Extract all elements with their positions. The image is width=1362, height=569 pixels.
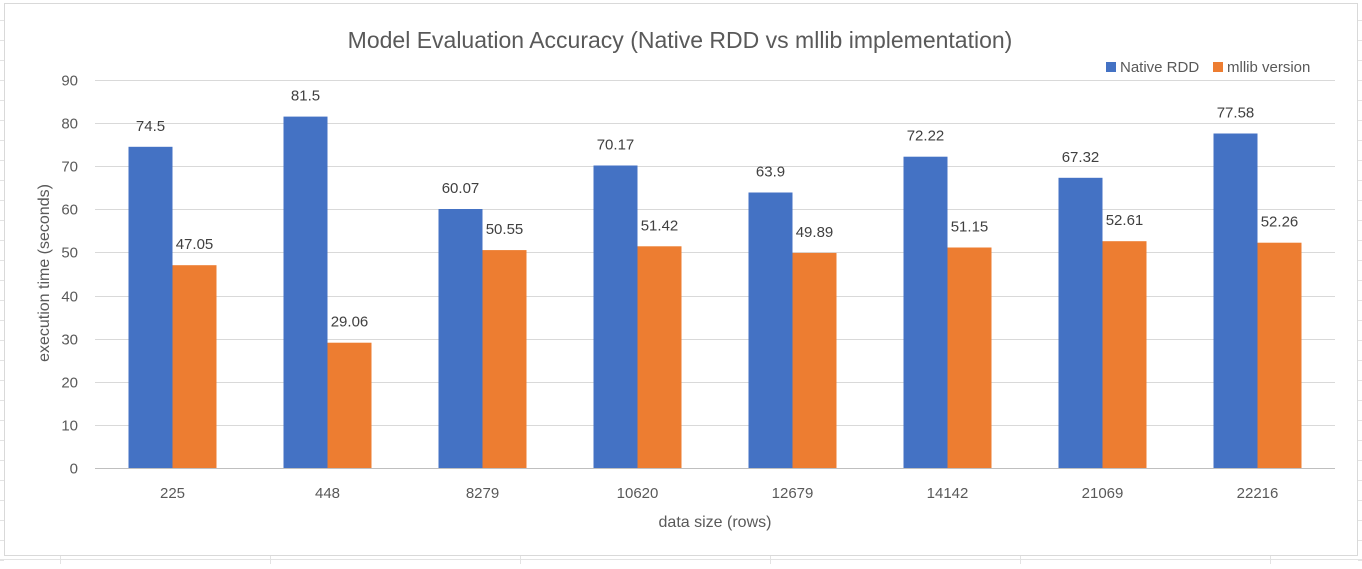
x-tick-label: 8279 — [466, 485, 499, 502]
bar-native-rdd-10620[interactable] — [593, 165, 638, 469]
data-label: 67.32 — [1062, 149, 1100, 166]
data-label: 52.61 — [1106, 212, 1144, 229]
x-tick-label: 448 — [315, 485, 340, 502]
y-tick-label: 20 — [61, 375, 78, 392]
data-label: 63.9 — [756, 164, 785, 181]
bar-native-rdd-21069[interactable] — [1058, 177, 1103, 469]
data-label: 52.26 — [1261, 214, 1299, 231]
bar-mllib-21069[interactable] — [1102, 241, 1147, 468]
x-tick-label: 14142 — [927, 485, 969, 502]
x-axis-ticks: 225 448 8279 10620 12679 14142 21069 22216 — [160, 485, 1278, 502]
y-tick-label: 10 — [61, 418, 78, 435]
bars — [128, 116, 1302, 469]
bar-mllib-14142[interactable] — [947, 247, 992, 469]
data-label: 74.5 — [136, 118, 165, 135]
legend-swatch — [1213, 62, 1223, 72]
x-axis-title: data size (rows) — [659, 514, 772, 531]
bar-mllib-225[interactable] — [172, 265, 217, 468]
bar-native-rdd-14142[interactable] — [903, 156, 948, 468]
y-tick-label: 30 — [61, 332, 78, 349]
y-axis-ticks: 0 10 20 30 40 50 60 70 80 90 — [61, 73, 78, 478]
bar-native-rdd-225[interactable] — [128, 146, 173, 469]
chart-title: Model Evaluation Accuracy (Native RDD vs… — [348, 27, 1013, 53]
y-tick-label: 70 — [61, 159, 78, 176]
x-tick-label: 21069 — [1082, 485, 1124, 502]
y-tick-label: 90 — [61, 73, 78, 90]
bar-native-rdd-448[interactable] — [283, 116, 328, 468]
spreadsheet-grid — [0, 20, 1362, 564]
bar-native-rdd-12679[interactable] — [748, 192, 793, 469]
x-tick-label: 22216 — [1237, 485, 1279, 502]
legend-label: mllib version — [1227, 59, 1310, 76]
y-tick-label: 60 — [61, 202, 78, 219]
y-axis-title: execution time (seconds) — [36, 184, 53, 362]
bar-native-rdd-8279[interactable] — [438, 209, 483, 468]
y-tick-label: 40 — [61, 289, 78, 306]
data-label: 60.07 — [442, 180, 480, 197]
x-tick-label: 12679 — [772, 485, 814, 502]
x-tick-label: 10620 — [617, 485, 659, 502]
y-tick-label: 0 — [70, 461, 78, 478]
data-label: 72.22 — [907, 128, 945, 145]
data-label: 77.58 — [1217, 105, 1255, 122]
bar-native-rdd-22216[interactable] — [1213, 133, 1258, 469]
y-tick-label: 80 — [61, 116, 78, 133]
data-labels: 74.5 47.05 81.5 29.06 60.07 50.55 70.17 51.42 63… — [136, 88, 1298, 331]
y-tick-label: 50 — [61, 245, 78, 262]
legend[interactable]: Native RDD mllib version — [1106, 59, 1310, 76]
bar-mllib-22216[interactable] — [1257, 242, 1302, 468]
data-label: 49.89 — [796, 224, 834, 241]
bar-mllib-8279[interactable] — [482, 250, 527, 468]
bar-mllib-10620[interactable] — [637, 246, 682, 468]
bar-mllib-12679[interactable] — [792, 252, 837, 468]
legend-label: Native RDD — [1120, 59, 1199, 76]
data-label: 50.55 — [486, 221, 524, 238]
data-label: 70.17 — [597, 137, 635, 154]
data-label: 81.5 — [291, 88, 320, 105]
data-label: 51.15 — [951, 219, 989, 236]
legend-swatch — [1106, 62, 1116, 72]
data-label: 51.42 — [641, 217, 679, 234]
data-label: 47.05 — [176, 236, 214, 253]
data-label: 29.06 — [331, 314, 369, 331]
bar-mllib-448[interactable] — [327, 342, 372, 468]
x-tick-label: 225 — [160, 485, 185, 502]
